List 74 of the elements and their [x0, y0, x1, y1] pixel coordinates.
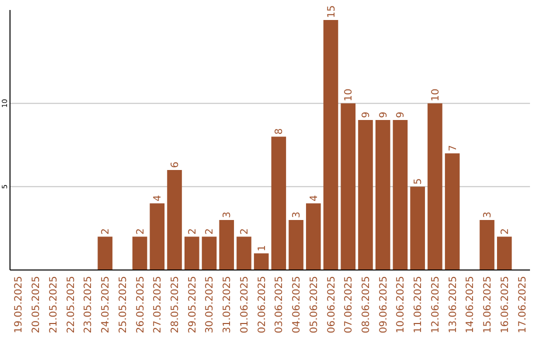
x-tick-label: 22.05.2025 — [66, 276, 77, 334]
x-tick-label: 01.06.2025 — [239, 276, 250, 334]
data-label: 3 — [222, 212, 234, 218]
data-label: 2 — [135, 228, 146, 235]
data-label: 2 — [100, 228, 112, 235]
x-tick-label: 17.06.2025 — [517, 276, 528, 334]
x-tick-label: 02.06.2025 — [256, 276, 268, 334]
bar — [184, 236, 200, 270]
data-label: 2 — [187, 228, 198, 235]
bar — [340, 103, 356, 270]
x-tick-label: 30.05.2025 — [204, 276, 216, 334]
bar — [375, 120, 390, 270]
x-tick-label: 03.06.2025 — [274, 276, 286, 334]
data-label: 2 — [204, 228, 216, 235]
data-label: 3 — [482, 212, 494, 218]
x-tick-label: 27.05.2025 — [152, 276, 164, 334]
data-label: 15 — [326, 5, 338, 18]
x-tick-label: 20.05.2025 — [31, 276, 42, 334]
data-label: 4 — [152, 194, 164, 202]
bar — [132, 236, 148, 270]
bar — [202, 236, 217, 270]
x-tick-label: 25.05.2025 — [118, 276, 129, 334]
bar — [98, 236, 112, 270]
bar — [167, 170, 182, 270]
x-tick-label: 04.06.2025 — [292, 276, 303, 334]
x-tick-label: 06.06.2025 — [326, 276, 338, 334]
data-label: 1 — [256, 244, 268, 252]
x-tick-label: 19.05.2025 — [14, 276, 25, 334]
x-tick-label: 11.06.2025 — [413, 276, 424, 334]
data-label: 8 — [274, 128, 286, 135]
bar — [480, 220, 494, 270]
data-label: 5 — [413, 178, 424, 185]
x-tick-label: 29.05.2025 — [187, 276, 198, 334]
bar — [428, 103, 442, 270]
x-tick-label: 09.06.2025 — [378, 276, 390, 334]
x-tick-label: 26.05.2025 — [135, 276, 146, 334]
x-tick-label: 16.06.2025 — [500, 276, 511, 334]
data-label: 10 — [344, 88, 355, 102]
bar — [288, 220, 304, 270]
bar — [236, 236, 252, 270]
x-tick-label: 13.06.2025 — [448, 276, 459, 334]
bar — [410, 186, 425, 270]
x-tick-label: 08.06.2025 — [360, 276, 372, 334]
bar — [271, 136, 286, 270]
data-label: 7 — [448, 144, 459, 152]
bar — [323, 20, 338, 270]
x-tick-label: 28.05.2025 — [170, 276, 182, 334]
bar — [497, 236, 512, 270]
x-tick-label: 10.06.2025 — [396, 276, 407, 334]
bar — [392, 120, 408, 270]
data-label: 3 — [292, 212, 303, 218]
x-tick-label: 15.06.2025 — [482, 276, 494, 334]
bar — [219, 220, 234, 270]
data-label: 6 — [170, 162, 182, 168]
data-label: 2 — [500, 228, 511, 235]
data-label: 9 — [360, 112, 372, 118]
data-label: 9 — [396, 112, 407, 118]
x-tick-label: 21.05.2025 — [48, 276, 60, 334]
x-tick-label: 31.05.2025 — [222, 276, 234, 334]
x-tick-label: 23.05.2025 — [83, 276, 94, 334]
data-label: 4 — [308, 194, 320, 202]
x-tick-label: 12.06.2025 — [430, 276, 442, 334]
x-tick-label: 05.06.2025 — [308, 276, 320, 334]
x-tick-label: 14.06.2025 — [465, 276, 476, 334]
x-tick-label: 24.05.2025 — [100, 276, 112, 334]
data-label: 2 — [239, 228, 250, 235]
bar — [150, 203, 165, 270]
data-label: 9 — [378, 112, 390, 118]
bar — [306, 203, 321, 270]
bar — [444, 153, 460, 270]
data-label: 10 — [430, 88, 442, 102]
bar — [358, 120, 373, 270]
bar — [254, 253, 269, 270]
x-tick-label: 07.06.2025 — [344, 276, 355, 334]
